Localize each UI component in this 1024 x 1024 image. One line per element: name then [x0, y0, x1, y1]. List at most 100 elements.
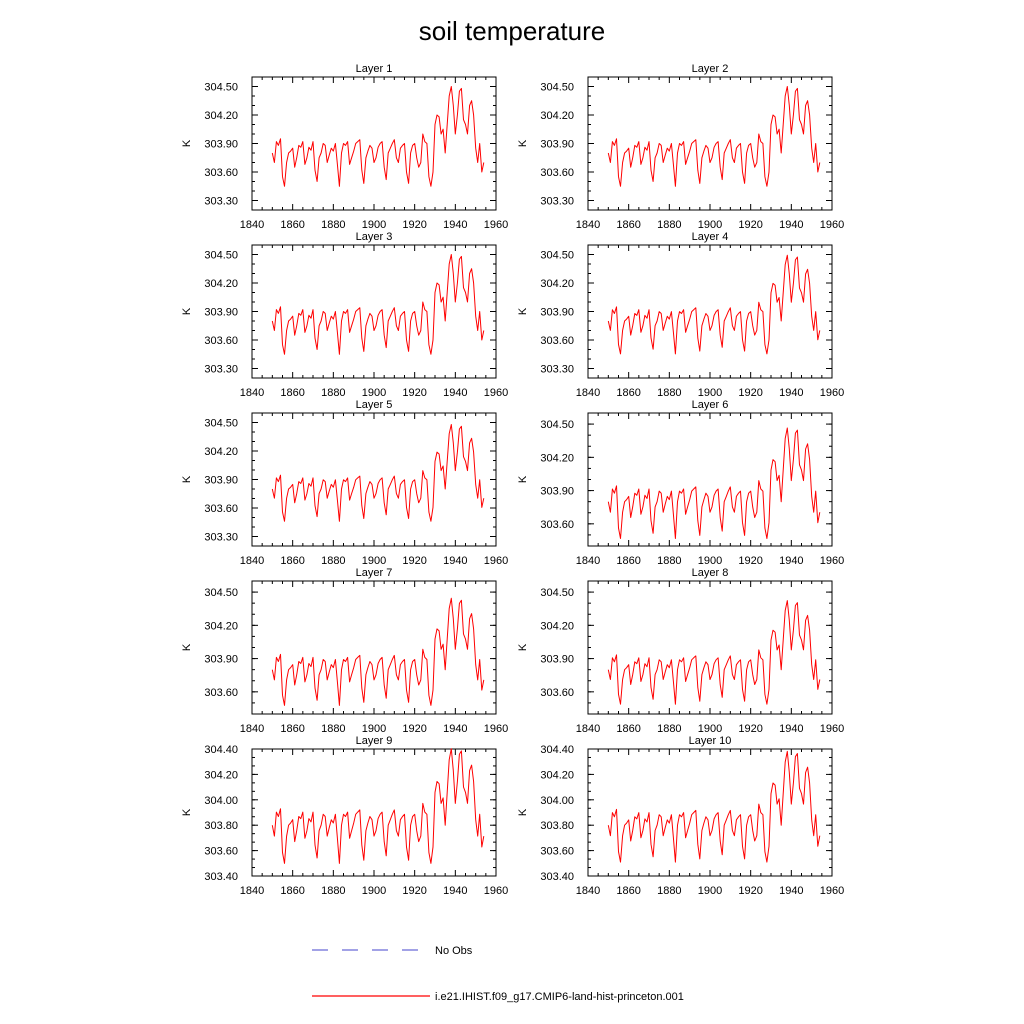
- x-tick-label: 1960: [820, 219, 844, 231]
- x-tick-label: 1840: [240, 219, 264, 231]
- y-tick-label: 303.90: [204, 139, 238, 151]
- x-tick-label: 1880: [321, 723, 345, 735]
- panel-title: Layer 8: [692, 567, 729, 579]
- panel-layer-7: Layer 7 K 1840 1860 1880 1900 1920 1940 1960 303.…: [181, 567, 508, 735]
- y-axis-label: K: [181, 475, 193, 483]
- panel-layer-1: Layer 1 K 1840 1860 1880 1900 1920 1940 1960 303.…: [181, 63, 508, 231]
- y-tick-label: 303.90: [204, 654, 238, 666]
- x-tick-label: 1960: [484, 885, 508, 897]
- y-tick-label: 303.30: [204, 196, 238, 208]
- x-tick-label: 1900: [698, 723, 722, 735]
- x-tick-label: 1860: [280, 555, 304, 567]
- x-tick-label: 1940: [779, 555, 803, 567]
- series-line-layer-1: [271, 86, 485, 187]
- x-tick-label: 1960: [820, 723, 844, 735]
- x-tick-label: 1960: [484, 555, 508, 567]
- y-tick-label: 304.20: [204, 620, 238, 632]
- x-tick-label: 1940: [443, 723, 467, 735]
- x-tick-label: 1920: [738, 555, 762, 567]
- y-tick-label: 304.50: [540, 587, 574, 599]
- x-tick-label: 1920: [402, 885, 426, 897]
- y-tick-label: 303.60: [204, 167, 238, 179]
- y-axis-label: K: [517, 808, 529, 816]
- x-tick-label: 1880: [321, 387, 345, 399]
- x-tick-label: 1860: [616, 723, 640, 735]
- x-tick-label: 1880: [657, 723, 681, 735]
- plot-frame: [587, 748, 833, 877]
- x-tick-label: 1860: [616, 219, 640, 231]
- panel-title: Layer 6: [692, 399, 729, 411]
- x-tick-label: 1860: [280, 885, 304, 897]
- y-axis-label: K: [517, 643, 529, 651]
- y-tick-label: 304.50: [204, 250, 238, 262]
- x-tick-label: 1860: [616, 555, 640, 567]
- x-tick-label: 1900: [698, 885, 722, 897]
- panel-title: Layer 1: [356, 63, 393, 75]
- y-tick-label: 303.60: [204, 846, 238, 858]
- x-tick-label: 1960: [820, 387, 844, 399]
- x-tick-label: 1960: [820, 555, 844, 567]
- y-tick-label: 304.50: [204, 82, 238, 94]
- x-tick-label: 1880: [657, 387, 681, 399]
- y-tick-label: 304.20: [540, 452, 574, 464]
- panel-title: Layer 2: [692, 63, 729, 75]
- y-tick-label: 303.30: [204, 364, 238, 376]
- series-line-layer-10: [607, 750, 821, 863]
- y-tick-label: 304.20: [540, 620, 574, 632]
- y-tick-label: 304.20: [204, 110, 238, 122]
- y-axis-label: K: [181, 808, 193, 816]
- y-axis-label: K: [517, 307, 529, 315]
- x-tick-label: 1960: [820, 885, 844, 897]
- x-tick-label: 1900: [362, 555, 386, 567]
- x-tick-label: 1860: [616, 885, 640, 897]
- x-tick-label: 1900: [362, 723, 386, 735]
- y-tick-label: 303.80: [540, 820, 574, 832]
- x-tick-label: 1940: [779, 219, 803, 231]
- x-tick-label: 1920: [738, 885, 762, 897]
- x-tick-label: 1900: [362, 219, 386, 231]
- x-tick-label: 1920: [402, 387, 426, 399]
- x-tick-label: 1920: [402, 723, 426, 735]
- panels: Layer 1 K 1840 1860 1880 1900 1920 1940 1960 303.…: [181, 63, 844, 897]
- x-tick-label: 1920: [402, 219, 426, 231]
- x-tick-label: 1840: [576, 219, 600, 231]
- series-line-layer-9: [271, 748, 485, 864]
- y-tick-label: 303.90: [204, 307, 238, 319]
- plot-frame: [251, 748, 497, 877]
- panel-title: Layer 9: [356, 735, 393, 747]
- y-tick-label: 303.60: [540, 167, 574, 179]
- x-tick-label: 1940: [443, 555, 467, 567]
- y-tick-label: 304.50: [204, 587, 238, 599]
- y-tick-label: 303.90: [204, 475, 238, 487]
- panel-layer-5: Layer 5 K 1840 1860 1880 1900 1920 1940 1960 303.…: [181, 399, 508, 567]
- x-tick-label: 1940: [779, 885, 803, 897]
- x-tick-label: 1860: [616, 387, 640, 399]
- x-tick-label: 1840: [240, 723, 264, 735]
- x-tick-label: 1840: [240, 885, 264, 897]
- y-axis-label: K: [181, 643, 193, 651]
- y-tick-label: 304.50: [540, 82, 574, 94]
- y-tick-label: 303.40: [204, 871, 238, 883]
- series-line-layer-3: [271, 254, 485, 355]
- y-tick-label: 304.00: [540, 795, 574, 807]
- x-tick-label: 1880: [321, 885, 345, 897]
- y-tick-label: 304.00: [204, 795, 238, 807]
- x-tick-label: 1880: [657, 219, 681, 231]
- x-tick-label: 1960: [484, 219, 508, 231]
- y-axis-label: K: [517, 139, 529, 147]
- series-line-layer-8: [607, 600, 821, 705]
- y-tick-label: 304.40: [204, 744, 238, 756]
- x-tick-label: 1900: [362, 387, 386, 399]
- x-tick-label: 1840: [576, 555, 600, 567]
- panel-title: Layer 3: [356, 231, 393, 243]
- y-tick-label: 304.20: [204, 278, 238, 290]
- series-line-layer-5: [271, 424, 485, 522]
- panel-layer-6: Layer 6 K 1840 1860 1880 1900 1920 1940 1960 303.…: [517, 399, 844, 567]
- y-tick-label: 303.60: [540, 335, 574, 347]
- y-tick-label: 303.60: [540, 687, 574, 699]
- series-line-layer-7: [271, 597, 485, 706]
- plot-frame: [251, 580, 497, 715]
- panel-layer-2: Layer 2 K 1840 1860 1880 1900 1920 1940 1960 303.…: [517, 63, 844, 231]
- panel-layer-9: Layer 9 K 1840 1860 1880 1900 1920 1940 1960 303.…: [181, 735, 508, 897]
- figure-title: soil temperature: [419, 16, 605, 46]
